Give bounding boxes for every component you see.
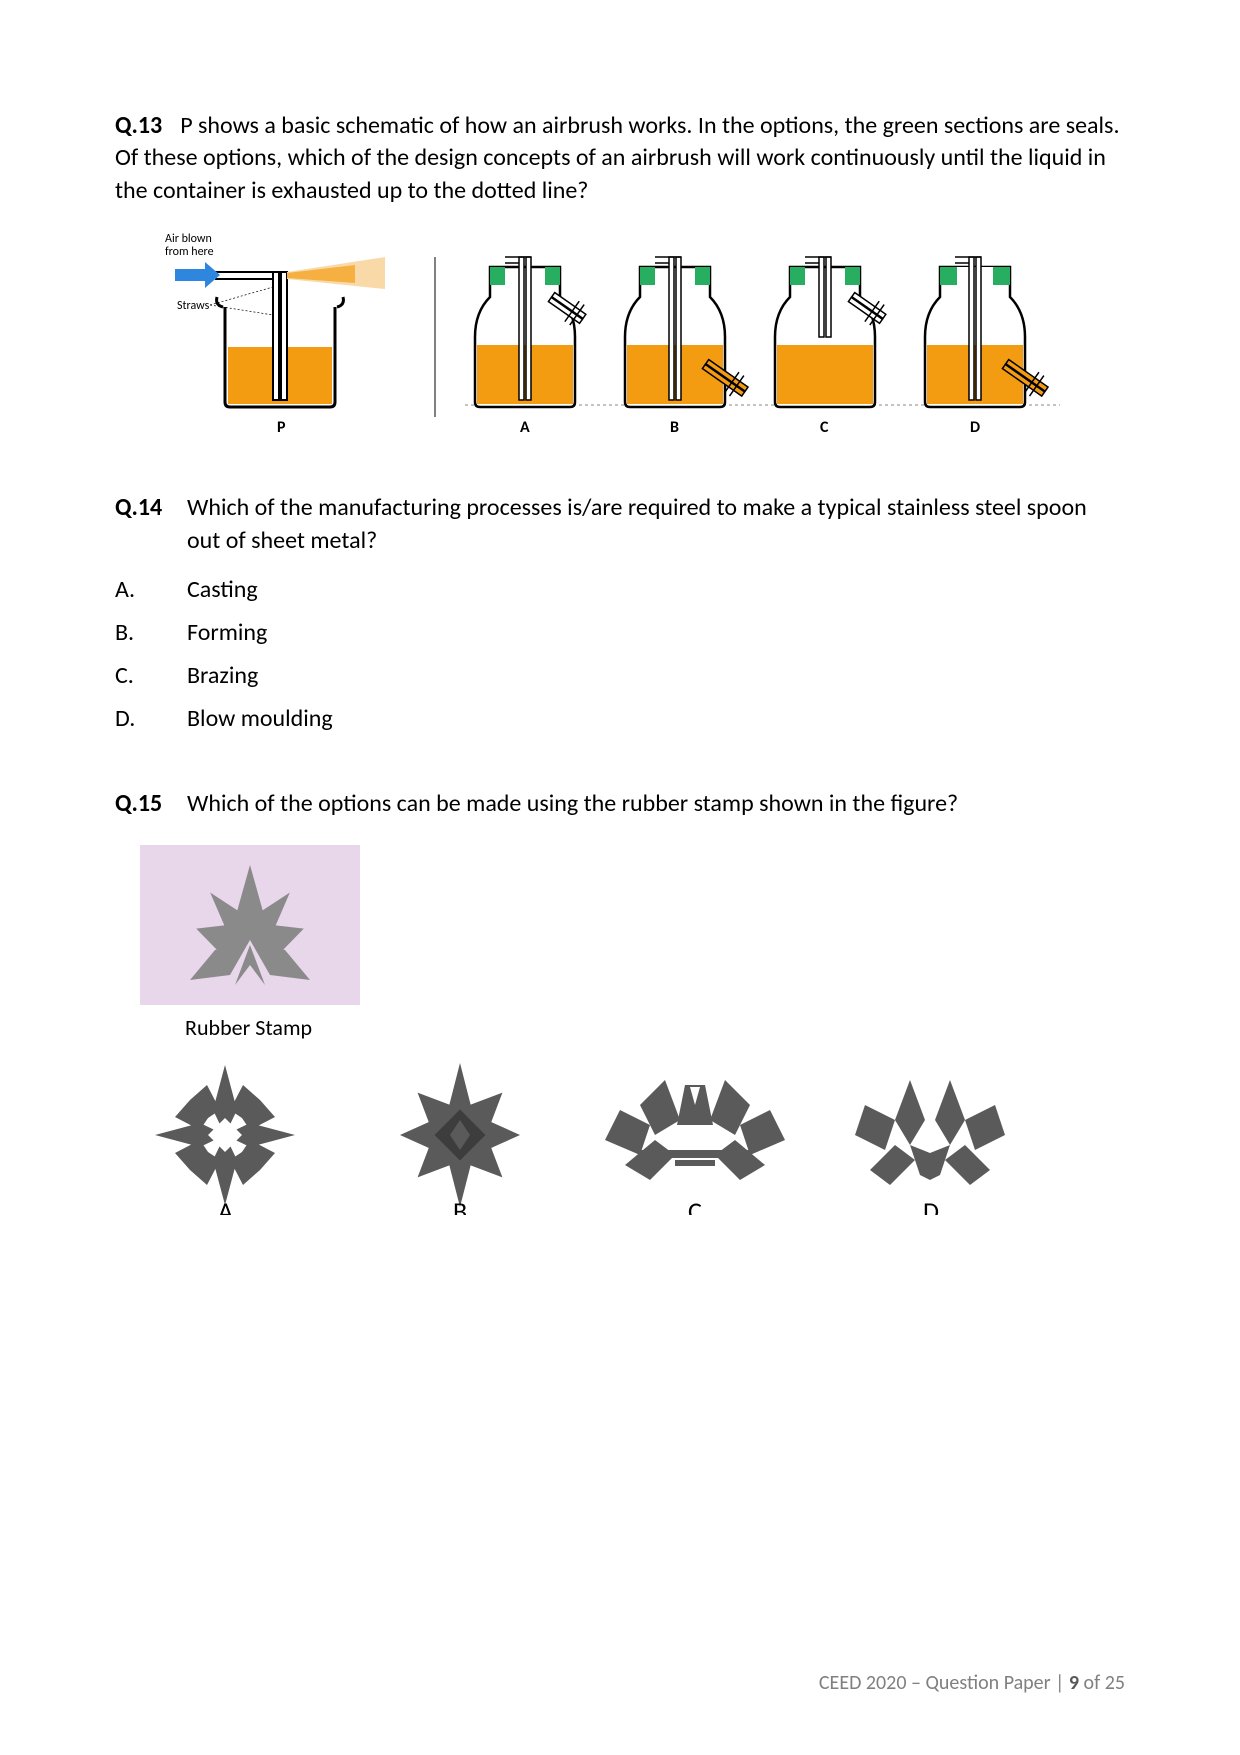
q14-number: Q.14 xyxy=(115,492,187,557)
q15-body: Which of the options can be made using t… xyxy=(187,788,958,820)
q14-option-d: D. Blow moulding xyxy=(115,704,1125,733)
svg-text:A: A xyxy=(520,418,530,437)
option-letter: B. xyxy=(115,618,187,647)
svg-text:A: A xyxy=(218,1195,233,1215)
footer-page-total: 25 xyxy=(1105,1671,1125,1695)
footer-page-sep: of xyxy=(1079,1671,1105,1695)
question-13: Q.13P shows a basic schematic of how an … xyxy=(115,110,1125,452)
question-14: Q.14 Which of the manufacturing processe… xyxy=(115,492,1125,733)
option-text: Brazing xyxy=(187,661,1125,690)
option-letter: D. xyxy=(115,704,187,733)
page-footer: CEED 2020 – Question Paper | 9 of 25 xyxy=(819,1671,1125,1695)
option-text: Blow moulding xyxy=(187,704,1125,733)
svg-text:B: B xyxy=(670,418,679,437)
stamp-option-c xyxy=(605,1080,785,1180)
option-d-bottle: D xyxy=(925,257,1052,437)
q14-body: Which of the manufacturing processes is/… xyxy=(187,492,1125,557)
svg-text:D: D xyxy=(923,1195,939,1215)
svg-text:B: B xyxy=(453,1195,467,1215)
option-letter: C. xyxy=(115,661,187,690)
q15-number: Q.15 xyxy=(115,788,187,820)
option-text: Forming xyxy=(187,618,1125,647)
svg-text:P: P xyxy=(277,418,286,437)
q14-option-b: B. Forming xyxy=(115,618,1125,647)
q15-diagram: Rubber Stamp xyxy=(140,845,1125,1220)
footer-page-current: 9 xyxy=(1069,1671,1079,1695)
option-a-bottle: A xyxy=(475,257,590,437)
schematic-p: Air blown from here Straws P xyxy=(165,232,385,437)
page: Q.13P shows a basic schematic of how an … xyxy=(0,0,1240,1755)
q14-option-a: A. Casting xyxy=(115,575,1125,604)
svg-text:C: C xyxy=(820,418,829,437)
q13-diagram: Air blown from here Straws P xyxy=(155,227,1125,452)
option-letter: A. xyxy=(115,575,187,604)
option-text: Casting xyxy=(187,575,1125,604)
stamp-option-a xyxy=(155,1065,295,1205)
q14-option-c: C. Brazing xyxy=(115,661,1125,690)
option-c-bottle: C xyxy=(775,257,890,437)
q13-text: Q.13P shows a basic schematic of how an … xyxy=(115,110,1125,207)
airbrush-diagram-svg: Air blown from here Straws P xyxy=(155,227,1075,447)
stamp-label: Rubber Stamp xyxy=(185,1014,312,1041)
svg-text:from here: from here xyxy=(165,245,214,259)
question-15: Q.15 Which of the options can be made us… xyxy=(115,788,1125,1220)
q13-body: P shows a basic schematic of how an airb… xyxy=(115,111,1120,205)
footer-prefix: CEED 2020 – Question Paper | xyxy=(819,1671,1069,1695)
label-air: Air blown xyxy=(165,232,212,246)
svg-text:D: D xyxy=(970,418,980,437)
stamp-diagram-svg: Rubber Stamp xyxy=(140,845,1060,1215)
stamp-option-d xyxy=(855,1080,1005,1185)
stamp-option-b xyxy=(400,1063,520,1207)
label-straws: Straws xyxy=(177,299,210,313)
option-b-bottle: B xyxy=(625,257,752,437)
q13-number: Q.13 xyxy=(115,111,162,140)
svg-text:C: C xyxy=(688,1195,702,1215)
